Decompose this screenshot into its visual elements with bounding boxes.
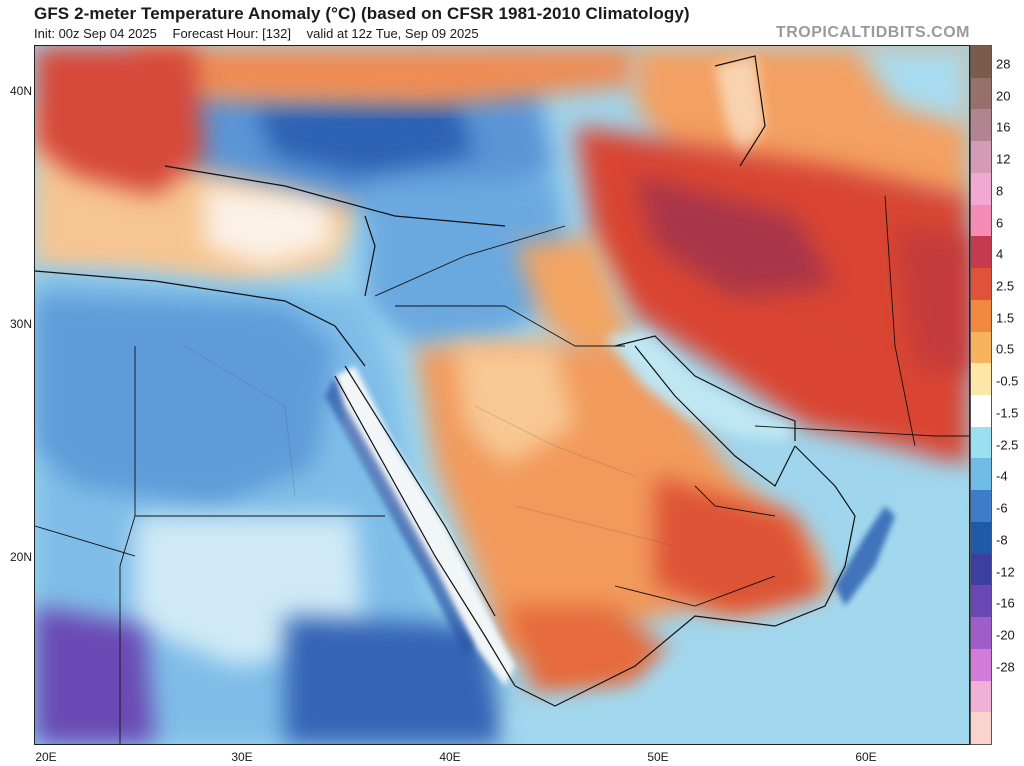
color-bar-segment (971, 680, 991, 713)
chart-title: GFS 2-meter Temperature Anomaly (°C) (ba… (34, 4, 690, 23)
color-bar-segment (971, 141, 991, 174)
color-bar-label: 20 (996, 88, 1011, 104)
oman-coast-cold (835, 506, 895, 606)
caspian-sea (715, 56, 765, 166)
borders (35, 195, 969, 744)
color-bar-label: -1.5 (996, 405, 1019, 421)
lat-label-30n: 30N (9, 317, 32, 331)
mediterranean-white (205, 186, 335, 266)
chart-subtitle: Init: 00z Sep 04 2025 Forecast Hour: [13… (34, 26, 491, 41)
red-sea-coast-cold (325, 376, 475, 656)
color-bar-segment (971, 204, 991, 237)
color-bar-label: 28 (996, 56, 1011, 72)
valid-time: valid at 12z Tue, Sep 09 2025 (306, 26, 479, 41)
color-bar-segment (971, 172, 991, 206)
color-bar-label: -8 (996, 532, 1008, 548)
color-bar-segment (971, 77, 991, 110)
iran-east-hot (895, 226, 969, 376)
color-bar-segment (971, 46, 991, 79)
color-bar-segment (971, 426, 991, 459)
persian-gulf (605, 331, 795, 441)
color-bar-label: -6 (996, 500, 1008, 516)
admin-lines (184, 185, 856, 547)
ethiopia-cold (285, 616, 505, 744)
color-bar-segment (971, 521, 991, 555)
color-bar-label: 2.5 (996, 278, 1015, 294)
color-bar-label: 1.5 (996, 310, 1015, 326)
color-bar-label: -28 (996, 659, 1015, 675)
lon-label-50e: 50E (647, 750, 669, 764)
arabian-sea (505, 476, 969, 744)
egypt-cold (35, 296, 335, 506)
color-bar-segment (971, 648, 991, 682)
color-bar-segment (971, 109, 991, 142)
color-bar (970, 45, 992, 745)
color-bar-segment (971, 458, 991, 491)
lat-label-40n: 40N (9, 83, 32, 98)
map-canvas (35, 46, 969, 744)
anatolia-deep-cold (255, 96, 475, 176)
rub-al-khali-hot (655, 476, 825, 616)
site-watermark: TROPICALTIDBITS.COM (775, 24, 970, 41)
color-bar-label: 8 (996, 183, 1004, 199)
color-bar-segment (971, 236, 991, 269)
color-bar-label: -2.5 (996, 437, 1019, 453)
forecast-hour: Forecast Hour: [132] (172, 26, 292, 41)
color-bar-label: -20 (996, 627, 1015, 643)
color-bar-label: -16 (996, 595, 1015, 611)
color-bar-label: 6 (996, 215, 1004, 230)
color-bar-label: 12 (996, 151, 1011, 167)
color-bar-label: -4 (996, 468, 1008, 484)
color-bar-label: -12 (996, 564, 1015, 579)
color-bar-label: 0.5 (996, 341, 1015, 357)
anomaly-map[interactable] (34, 45, 970, 745)
color-bar-label: -0.5 (996, 373, 1019, 389)
greece-hot (35, 46, 205, 196)
color-bar-segment (971, 331, 991, 364)
color-bar-segment (971, 585, 991, 618)
lat-label-20n: 20N (9, 550, 32, 565)
color-bar-segment (971, 712, 991, 745)
red-sea (335, 366, 515, 686)
coastlines (35, 55, 856, 707)
lon-label-40e: 40E (439, 750, 461, 764)
mesopotamia-warm (515, 236, 635, 366)
arabia-light (455, 346, 575, 466)
yemen-hot (505, 606, 675, 696)
turkmen-cool (855, 46, 969, 126)
lon-label-30e: 30E (231, 750, 253, 764)
color-bar-segment (971, 617, 991, 650)
chad-very-cold (35, 606, 155, 744)
lon-label-20e: 20E (35, 750, 57, 764)
iran-very-hot (635, 176, 835, 296)
color-bar-segment (971, 268, 991, 301)
color-bar-segment (971, 490, 991, 523)
black-sea-warm (135, 46, 635, 106)
color-bar-label: 16 (996, 119, 1011, 135)
color-bar-segment (971, 299, 991, 333)
color-bar-segment (971, 553, 991, 586)
color-bar-segment (971, 395, 991, 428)
color-bar-label: 4 (996, 246, 1004, 262)
color-bar-segment (971, 363, 991, 396)
lon-label-60e: 60E (855, 750, 877, 764)
init-time: Init: 00z Sep 04 2025 (34, 26, 157, 41)
